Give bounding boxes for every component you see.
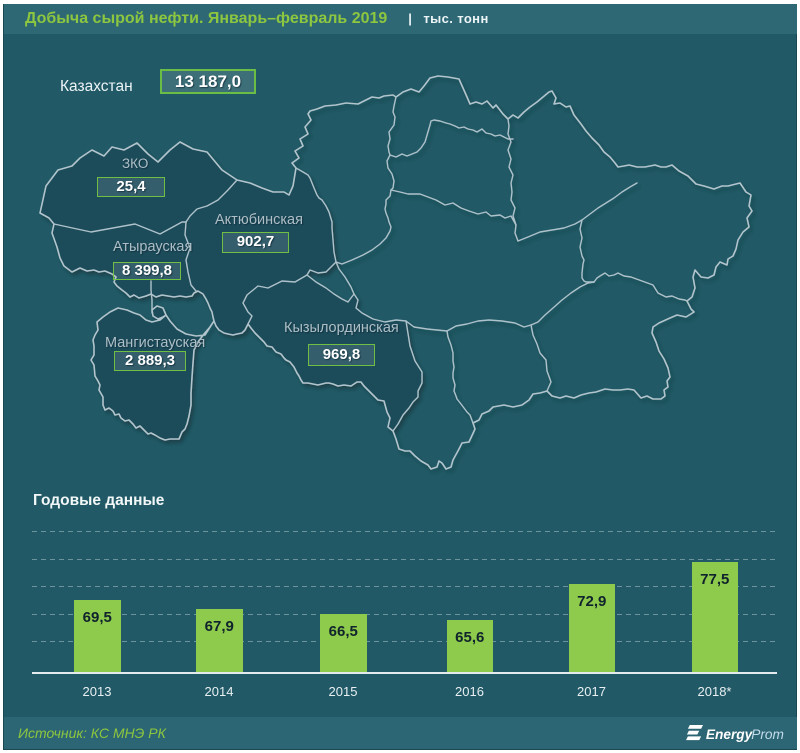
svg-text:Energy: Energy (706, 727, 754, 742)
svg-text:Prom: Prom (751, 727, 784, 742)
